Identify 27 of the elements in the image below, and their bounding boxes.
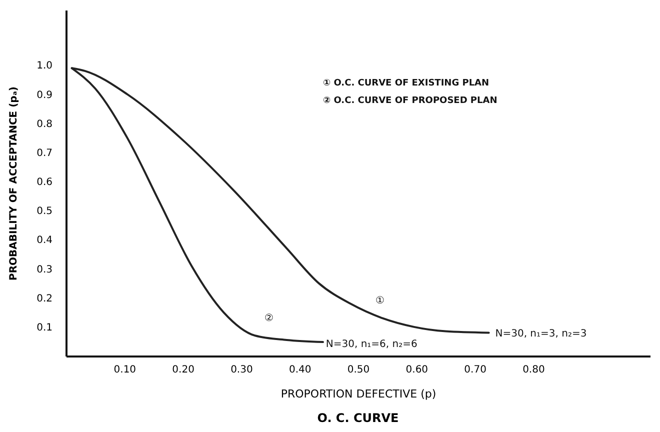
annotation: N=30, n₁=6, n₂=6 [326, 338, 418, 350]
annotation: ① O.C. CURVE OF EXISTING PLAN [322, 78, 490, 89]
x-tick-label: 0.50 [347, 364, 370, 376]
y-tick-label: 0.4 [36, 235, 52, 246]
x-tick-label: 0.10 [114, 364, 136, 376]
x-tick-label: 0.60 [406, 364, 428, 376]
annotation: N=30, n₁=3, n₂=3 [495, 328, 587, 340]
y-tick-label: 0.5 [36, 206, 52, 218]
y-tick-label: 0.1 [36, 322, 52, 334]
annotation: ② O.C. CURVE OF PROPOSED PLAN [322, 96, 498, 106]
y-tick-label: 0.9 [36, 90, 52, 101]
y-tick-label: 0.7 [36, 148, 52, 159]
x-tick-label: 0.80 [522, 364, 545, 376]
x-tick-label: 0.70 [464, 364, 486, 376]
y-tick-label: 1.0 [36, 60, 52, 72]
x-axis-title: PROPORTION DEFECTIVE (p) [280, 388, 436, 400]
annotation: ② [264, 312, 274, 324]
x-tick-label: 0.40 [288, 364, 312, 376]
y-tick-label: 0.8 [36, 118, 52, 130]
y-tick-label: 0.2 [36, 293, 52, 304]
x-tick-label: 0.20 [172, 364, 194, 376]
text: O. C. CURVE [317, 411, 399, 425]
y-tick-label: 0.6 [36, 177, 52, 188]
y-tick-label: 0.3 [36, 264, 52, 276]
x-tick-label: 0.30 [230, 364, 253, 376]
annotation: ① [376, 296, 385, 307]
y-axis-title: PROBABILITY OF ACCEPTANCE (pₐ) [8, 86, 20, 280]
